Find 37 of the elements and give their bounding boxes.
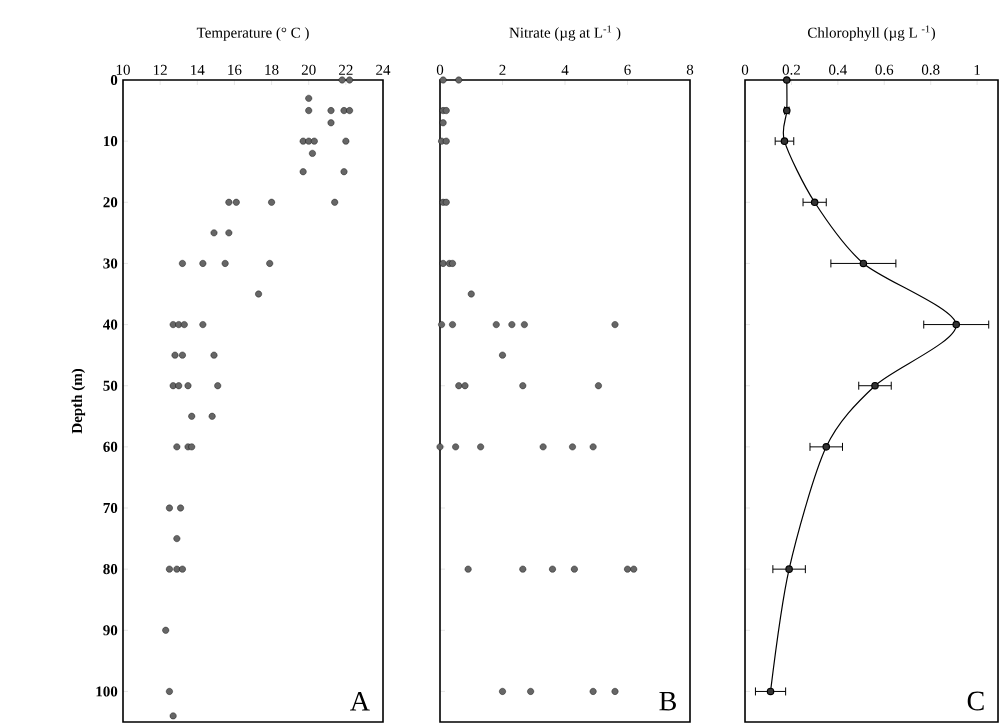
x-tick-label: 1	[974, 64, 980, 75]
x-tick-label: 0	[741, 64, 749, 75]
x-tick-label: 0	[436, 64, 444, 75]
x-tick-label: 22	[339, 64, 353, 75]
x-tick-label: 18	[265, 64, 279, 75]
x-tick-label: 20	[301, 64, 316, 75]
y-tick-label: 100	[96, 686, 118, 697]
annotation: C	[967, 691, 984, 711]
y-tick-label: 30	[103, 258, 118, 269]
x-tick-label: 10	[116, 64, 130, 75]
y-tick-label: 50	[103, 380, 118, 391]
y-tick-label: 10	[104, 136, 118, 147]
x-tick-label: 12	[153, 64, 167, 75]
x-tick-label: 24	[376, 64, 391, 75]
x-axis-title: Nitrate (µg at L$^{-1}$ )	[509, 25, 621, 41]
y-tick-label: 90	[103, 625, 118, 636]
x-tick-label: 0.2	[782, 64, 800, 75]
x-tick-label: 6	[624, 64, 631, 75]
x-tick-label: 8	[686, 64, 694, 75]
y-tick-label: 40	[103, 319, 118, 330]
y-tick-label: 20	[103, 197, 118, 208]
x-tick-label: 0.4	[829, 64, 847, 75]
x-tick-label: 0.6	[875, 64, 894, 75]
x-tick-label: 16	[228, 64, 242, 75]
y-tick-label: 0	[110, 74, 118, 86]
x-tick-label: 2	[499, 64, 506, 75]
x-tick-label: 14	[191, 64, 205, 75]
annotation: B	[659, 691, 676, 711]
x-axis-title: Chlorophyll (µg L $^{-1}$)	[807, 25, 935, 41]
annotation: A	[350, 691, 370, 711]
y-tick-label: 60	[103, 441, 118, 452]
x-tick-label: 4	[561, 64, 569, 75]
x-tick-label: 0.8	[921, 64, 940, 75]
y-axis-title: Depth (m)	[71, 368, 86, 434]
x-axis-title: Temperature (° C )	[196, 27, 309, 41]
y-tick-label: 70	[103, 502, 118, 514]
y-tick-label: 80	[103, 564, 118, 575]
